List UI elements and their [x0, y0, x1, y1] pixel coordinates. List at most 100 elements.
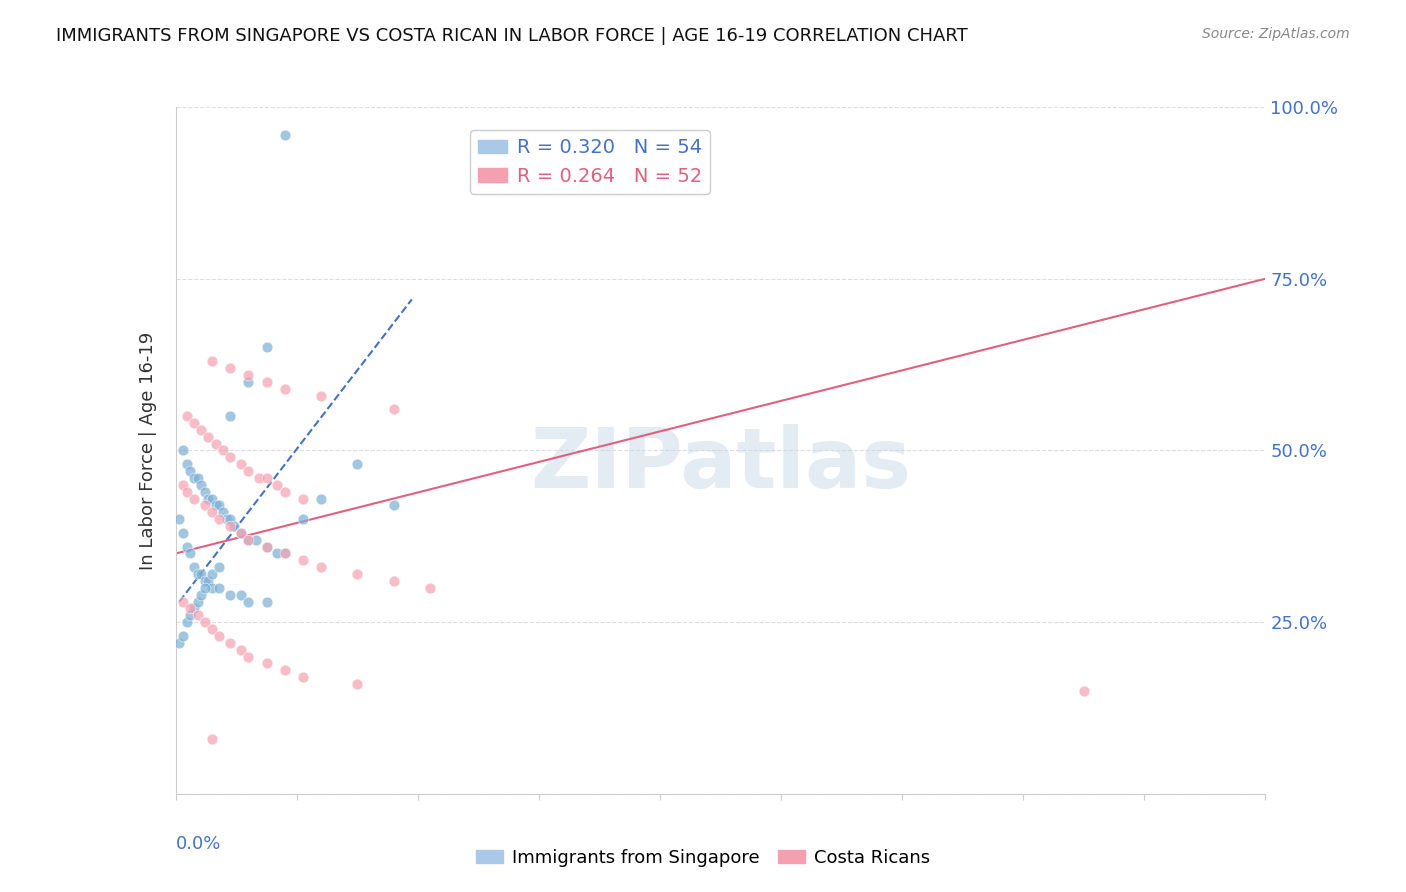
Point: [256, 340, 278, 354]
Point: [291, 670, 314, 684]
Point: [266, 546, 288, 561]
Point: [176, 615, 198, 630]
Point: [194, 499, 217, 513]
Legend: Immigrants from Singapore, Costa Ricans: Immigrants from Singapore, Costa Ricans: [468, 842, 938, 874]
Point: [382, 499, 405, 513]
Point: [346, 677, 368, 691]
Point: [201, 622, 224, 636]
Point: [183, 416, 205, 430]
Point: [256, 375, 278, 389]
Point: [274, 663, 297, 677]
Point: [274, 484, 297, 499]
Point: [194, 615, 217, 630]
Point: [238, 594, 260, 608]
Point: [212, 443, 235, 458]
Point: [194, 581, 217, 595]
Point: [256, 540, 278, 554]
Point: [172, 443, 194, 458]
Point: [201, 354, 224, 368]
Text: 0.0%: 0.0%: [176, 835, 221, 853]
Point: [176, 540, 198, 554]
Point: [231, 525, 253, 540]
Point: [208, 512, 231, 526]
Point: [1073, 683, 1095, 698]
Point: [274, 382, 297, 396]
Point: [190, 567, 212, 582]
Point: [201, 581, 224, 595]
Point: [274, 546, 297, 561]
Point: [247, 471, 270, 485]
Point: [208, 581, 231, 595]
Point: [245, 533, 267, 547]
Point: [204, 436, 226, 450]
Point: [274, 128, 297, 142]
Point: [231, 588, 253, 602]
Point: [274, 546, 297, 561]
Point: [208, 560, 231, 574]
Point: [219, 519, 242, 533]
Point: [176, 409, 198, 423]
Point: [256, 540, 278, 554]
Point: [186, 567, 209, 582]
Point: [219, 636, 242, 650]
Point: [197, 574, 219, 588]
Point: [201, 505, 224, 519]
Point: [266, 478, 288, 492]
Point: [219, 512, 242, 526]
Point: [194, 484, 217, 499]
Point: [190, 478, 212, 492]
Point: [194, 574, 217, 588]
Point: [419, 581, 441, 595]
Point: [219, 588, 242, 602]
Point: [172, 594, 194, 608]
Point: [219, 361, 242, 376]
Text: ZIPatlas: ZIPatlas: [530, 424, 911, 505]
Point: [238, 533, 260, 547]
Point: [291, 512, 314, 526]
Point: [238, 375, 260, 389]
Point: [346, 567, 368, 582]
Point: [179, 608, 201, 623]
Point: [197, 491, 219, 506]
Point: [201, 731, 224, 746]
Point: [169, 636, 191, 650]
Point: [204, 499, 226, 513]
Point: [179, 464, 201, 478]
Point: [197, 430, 219, 444]
Point: [291, 491, 314, 506]
Point: [186, 594, 209, 608]
Point: [172, 525, 194, 540]
Point: [231, 642, 253, 657]
Point: [183, 491, 205, 506]
Point: [169, 512, 191, 526]
Point: [172, 629, 194, 643]
Point: [179, 601, 201, 615]
Point: [190, 588, 212, 602]
Point: [183, 471, 205, 485]
Point: [238, 464, 260, 478]
Point: [231, 525, 253, 540]
Point: [309, 491, 332, 506]
Point: [231, 457, 253, 471]
Point: [219, 409, 242, 423]
Point: [176, 484, 198, 499]
Y-axis label: In Labor Force | Age 16-19: In Labor Force | Age 16-19: [139, 331, 157, 570]
Point: [208, 499, 231, 513]
Point: [186, 471, 209, 485]
Point: [291, 553, 314, 567]
Point: [382, 574, 405, 588]
Point: [256, 594, 278, 608]
Point: [309, 388, 332, 402]
Point: [256, 471, 278, 485]
Point: [238, 533, 260, 547]
Point: [256, 657, 278, 671]
Point: [208, 629, 231, 643]
Point: [179, 546, 201, 561]
Point: [190, 423, 212, 437]
Point: [215, 512, 238, 526]
Point: [212, 505, 235, 519]
Point: [183, 560, 205, 574]
Point: [238, 368, 260, 382]
Point: [186, 608, 209, 623]
Legend: R = 0.320   N = 54, R = 0.264   N = 52: R = 0.320 N = 54, R = 0.264 N = 52: [470, 130, 710, 194]
